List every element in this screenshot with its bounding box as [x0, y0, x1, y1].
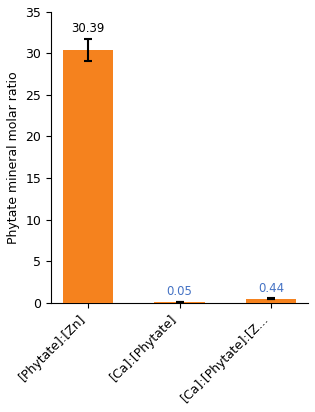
Bar [246, 299, 296, 302]
Text: 30.39: 30.39 [71, 22, 105, 35]
Text: 0.05: 0.05 [167, 285, 192, 298]
Bar [63, 50, 113, 302]
Text: 0.44: 0.44 [258, 282, 284, 295]
Y-axis label: Phytate mineral molar ratio: Phytate mineral molar ratio [7, 71, 20, 243]
